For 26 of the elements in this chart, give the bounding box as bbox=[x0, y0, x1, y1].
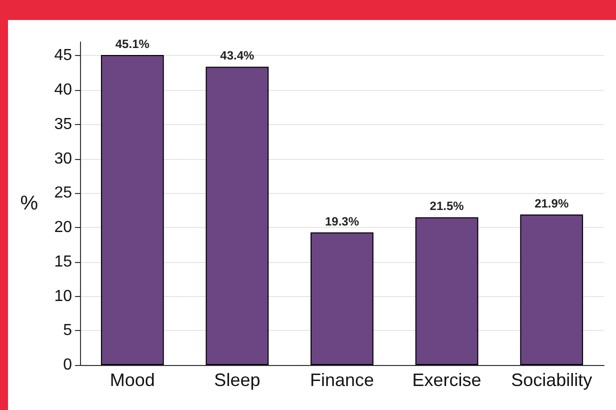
y-tick-label: 30 bbox=[54, 150, 72, 168]
x-tick-label: Sleep bbox=[214, 370, 260, 390]
data-label: 19.3% bbox=[324, 214, 360, 228]
y-tick-label: 25 bbox=[54, 184, 72, 202]
y-tick-label: 20 bbox=[54, 219, 72, 236]
y-tick-label: 45 bbox=[54, 47, 72, 64]
x-tick-label: Mood bbox=[110, 370, 155, 390]
bar bbox=[415, 217, 478, 365]
y-tick-label: 40 bbox=[54, 82, 72, 99]
y-tick-label: 10 bbox=[54, 288, 72, 305]
x-tick-label: Finance bbox=[310, 370, 374, 390]
data-label: 21.5% bbox=[430, 199, 464, 214]
data-label: 21.9% bbox=[534, 196, 569, 210]
data-label: 45.1% bbox=[115, 37, 150, 52]
x-tick-label: Sociability bbox=[511, 370, 592, 390]
bar bbox=[100, 55, 164, 365]
y-tick-label: 35 bbox=[54, 116, 72, 133]
y-tick-label: 5 bbox=[63, 322, 72, 340]
bar bbox=[520, 214, 584, 365]
x-tick-label: Exercise bbox=[412, 370, 482, 390]
bar bbox=[206, 66, 269, 365]
data-label: 43.4% bbox=[220, 48, 255, 63]
y-axis-title: % bbox=[20, 192, 38, 214]
bar bbox=[310, 232, 374, 365]
y-tick-label: 0 bbox=[63, 356, 72, 374]
y-tick-label: 15 bbox=[54, 253, 72, 270]
